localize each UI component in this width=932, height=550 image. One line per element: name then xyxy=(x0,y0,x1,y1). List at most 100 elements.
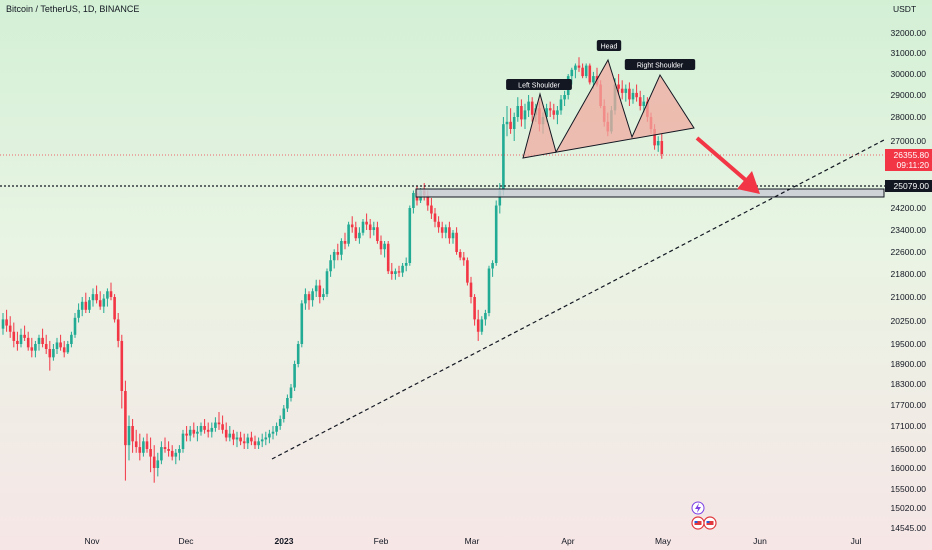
pattern-label-text: Left Shoulder xyxy=(518,83,560,90)
y-tick-label: 23400.00 xyxy=(891,225,927,235)
candle xyxy=(512,117,516,129)
candle xyxy=(286,398,289,409)
candle xyxy=(19,334,23,344)
candle xyxy=(361,221,365,233)
candle xyxy=(368,224,372,230)
candle xyxy=(23,334,26,338)
candle xyxy=(581,67,584,77)
candle xyxy=(372,227,376,230)
y-tick-label: 15020.00 xyxy=(891,503,927,513)
candle xyxy=(246,437,250,444)
candle xyxy=(156,460,160,468)
candle xyxy=(552,110,556,115)
candle xyxy=(322,294,325,297)
candle xyxy=(304,294,307,304)
candle xyxy=(242,441,246,444)
y-tick-label: 17100.00 xyxy=(891,421,927,431)
countdown-text: 09:11:20 xyxy=(897,160,930,170)
candle xyxy=(631,92,635,100)
candle xyxy=(167,449,170,451)
candle xyxy=(210,427,214,432)
candle xyxy=(268,433,271,438)
candle xyxy=(523,110,527,120)
candle xyxy=(134,441,138,448)
candle xyxy=(437,221,440,228)
candle xyxy=(448,227,451,239)
candle xyxy=(404,263,408,266)
y-tick-label: 15500.00 xyxy=(891,484,927,494)
candle xyxy=(124,391,127,446)
candle xyxy=(412,192,415,208)
candle xyxy=(451,232,455,239)
candle xyxy=(458,252,462,258)
candle xyxy=(163,447,167,449)
pattern-label-bg xyxy=(506,79,572,90)
candle xyxy=(178,449,181,453)
candle xyxy=(577,65,581,68)
currency-label: USDT xyxy=(893,4,916,14)
candle xyxy=(296,344,300,364)
candle xyxy=(430,205,433,214)
candle xyxy=(217,422,221,425)
current-price-tag xyxy=(885,149,932,171)
y-tick-label: 14545.00 xyxy=(891,523,927,533)
candle xyxy=(185,433,188,436)
candle xyxy=(494,205,498,263)
x-tick-label: Dec xyxy=(178,536,194,546)
candle xyxy=(311,291,314,301)
y-tick-label: 20250.00 xyxy=(891,316,927,326)
candle xyxy=(358,232,361,239)
x-tick-label: May xyxy=(655,536,672,546)
candle xyxy=(390,271,394,274)
chart-title: Bitcoin / TetherUS, 1D, BINANCE xyxy=(6,4,140,14)
candle xyxy=(505,121,509,125)
candle xyxy=(426,195,430,206)
candle xyxy=(343,241,347,244)
y-tick-label: 22600.00 xyxy=(891,247,927,257)
candle xyxy=(653,129,656,146)
level-price-text: 25079.00 xyxy=(894,181,930,191)
candle xyxy=(491,263,494,269)
y-tick-label: 31000.00 xyxy=(891,48,927,58)
candle xyxy=(5,319,8,326)
candle xyxy=(73,317,77,335)
y-tick-label: 19500.00 xyxy=(891,339,927,349)
candle xyxy=(95,294,98,301)
candle xyxy=(340,241,343,255)
x-tick-label: Jun xyxy=(753,536,767,546)
candle xyxy=(289,387,293,398)
candle xyxy=(642,101,646,106)
candles-group xyxy=(1,57,664,483)
x-tick-label: Jul xyxy=(851,536,862,546)
candle xyxy=(102,298,106,307)
pattern-label-text: Head xyxy=(601,44,618,51)
candle xyxy=(228,433,232,438)
candle xyxy=(592,76,595,83)
x-tick-label: Apr xyxy=(561,536,574,546)
pattern-label: Right Shoulder xyxy=(624,59,696,70)
candle xyxy=(275,426,278,432)
candle xyxy=(379,241,383,250)
candle xyxy=(138,447,142,453)
candle xyxy=(80,301,84,310)
candle xyxy=(548,108,552,111)
candle xyxy=(116,319,120,341)
candle xyxy=(188,429,192,436)
y-tick-label: 21800.00 xyxy=(891,269,927,279)
candle xyxy=(462,257,466,261)
candle xyxy=(181,433,185,449)
candle xyxy=(332,252,336,261)
candle xyxy=(394,271,397,274)
candle xyxy=(473,297,476,320)
candle xyxy=(52,349,55,358)
candle xyxy=(109,291,113,297)
flag-stripes xyxy=(694,521,702,525)
candle xyxy=(77,309,80,318)
candle xyxy=(235,437,239,440)
event-icons[interactable] xyxy=(691,501,717,530)
candle xyxy=(444,227,448,233)
y-tick-label: 32000.00 xyxy=(891,28,927,38)
candle xyxy=(257,441,260,446)
candle xyxy=(192,429,196,434)
